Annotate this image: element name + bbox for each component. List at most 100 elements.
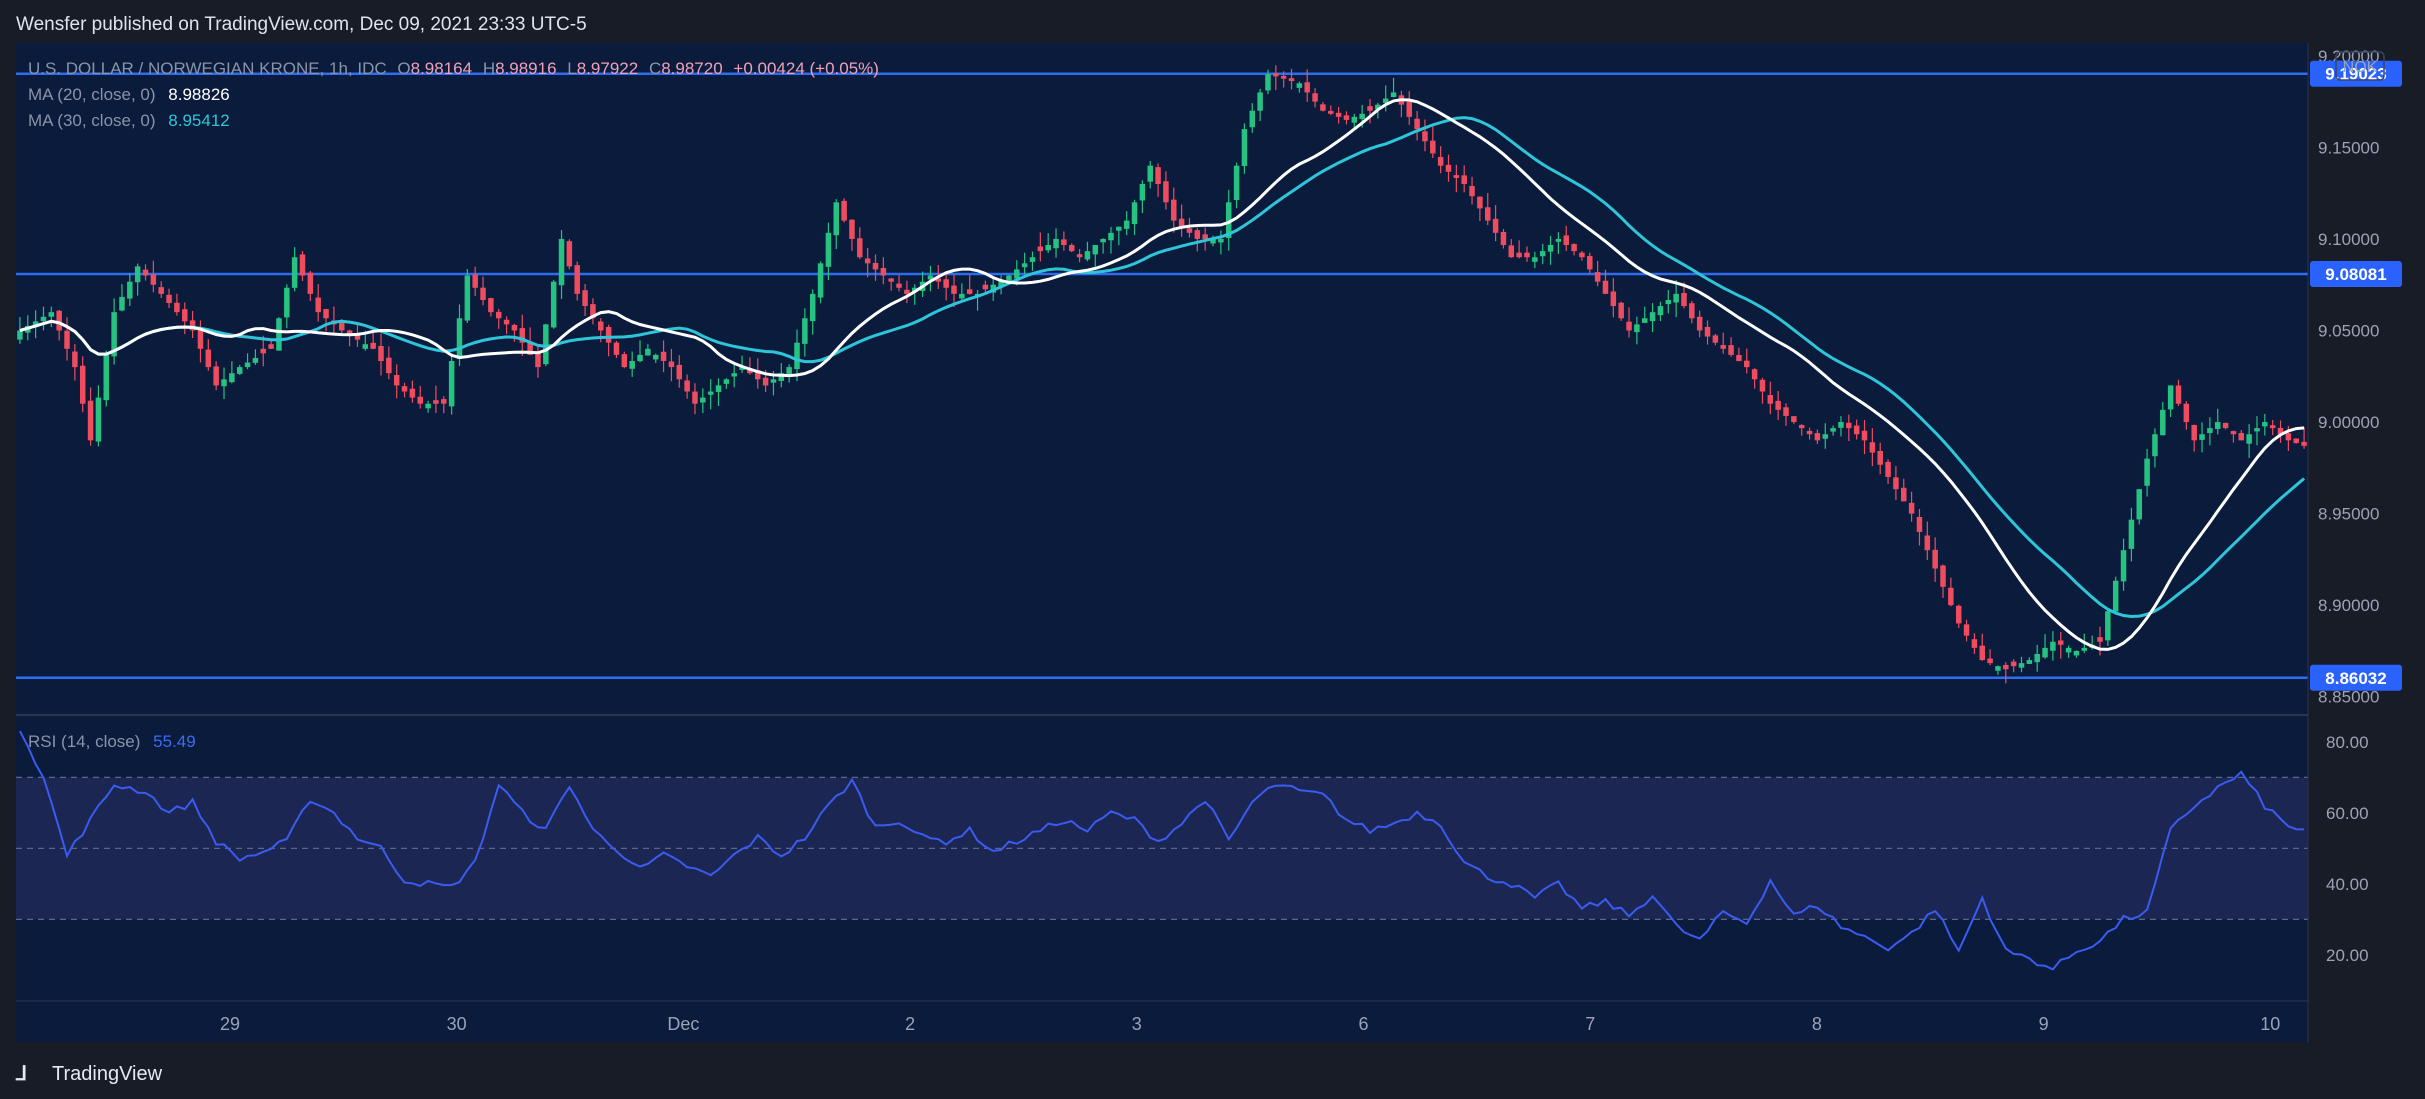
candle-body[interactable]	[1539, 251, 1546, 257]
candle-body[interactable]	[1634, 324, 1640, 333]
candle-body[interactable]	[1830, 428, 1836, 432]
candle-body[interactable]	[700, 397, 706, 403]
candle-body[interactable]	[40, 316, 47, 322]
candle-body[interactable]	[1775, 400, 1781, 410]
candle-body[interactable]	[2065, 647, 2072, 653]
candle-body[interactable]	[401, 386, 408, 392]
candle-body[interactable]	[2010, 661, 2017, 667]
candle-body[interactable]	[95, 397, 102, 442]
candle-body[interactable]	[692, 391, 698, 404]
candle-body[interactable]	[550, 281, 557, 328]
candle-body[interactable]	[119, 296, 125, 311]
candle-body[interactable]	[1979, 645, 1986, 661]
candle-body[interactable]	[943, 279, 949, 288]
candle-body[interactable]	[268, 344, 274, 349]
candle-body[interactable]	[1249, 110, 1256, 128]
candle-body[interactable]	[817, 263, 824, 298]
candle-body[interactable]	[543, 324, 549, 365]
candle-body[interactable]	[966, 289, 973, 294]
candle-body[interactable]	[2183, 403, 2190, 423]
candle-body[interactable]	[2199, 434, 2205, 440]
candle-body[interactable]	[825, 232, 832, 267]
candle-body[interactable]	[1367, 106, 1373, 111]
candle-body[interactable]	[1006, 275, 1012, 283]
candle-body[interactable]	[857, 238, 863, 258]
candle-body[interactable]	[338, 323, 345, 331]
candle-body[interactable]	[1869, 442, 1876, 453]
candle-body[interactable]	[17, 330, 23, 340]
candle-body[interactable]	[1029, 257, 1036, 262]
candle-body[interactable]	[1751, 369, 1758, 380]
candle-body[interactable]	[48, 312, 55, 317]
candle-body[interactable]	[527, 341, 533, 355]
candle-body[interactable]	[519, 328, 526, 343]
candle-body[interactable]	[1328, 110, 1334, 114]
candle-body[interactable]	[676, 364, 683, 380]
candle-body[interactable]	[1916, 516, 1923, 532]
candle-body[interactable]	[1469, 186, 1475, 197]
candle-body[interactable]	[1053, 238, 1059, 249]
candle-body[interactable]	[1594, 272, 1601, 282]
candle-body[interactable]	[762, 377, 769, 386]
candle-body[interactable]	[566, 241, 573, 267]
candle-body[interactable]	[1940, 565, 1946, 587]
candle-body[interactable]	[448, 360, 455, 407]
candle-body[interactable]	[1265, 74, 1271, 91]
candle-body[interactable]	[2026, 660, 2033, 664]
candle-body[interactable]	[1014, 269, 1020, 279]
candle-body[interactable]	[229, 373, 235, 383]
rsi-line[interactable]	[19, 730, 2305, 971]
candle-body[interactable]	[731, 373, 737, 377]
candle-body[interactable]	[284, 287, 290, 318]
candle-body[interactable]	[315, 297, 321, 313]
candle-body[interactable]	[613, 342, 620, 355]
candle-body[interactable]	[1665, 299, 1672, 305]
candle-body[interactable]	[276, 318, 282, 351]
candle-body[interactable]	[1846, 422, 1852, 429]
candle-body[interactable]	[880, 267, 887, 276]
candle-body[interactable]	[307, 272, 314, 294]
candle-body[interactable]	[1194, 230, 1201, 239]
candle-body[interactable]	[2167, 385, 2174, 410]
candle-body[interactable]	[590, 304, 596, 319]
candle-body[interactable]	[354, 333, 361, 340]
candle-body[interactable]	[684, 380, 690, 392]
ma30-line[interactable]	[19, 116, 2306, 619]
candle-body[interactable]	[1861, 430, 1868, 441]
candle-body[interactable]	[1877, 450, 1883, 465]
candle-body[interactable]	[409, 388, 416, 398]
candle-body[interactable]	[2081, 647, 2088, 651]
candle-body[interactable]	[1720, 344, 1726, 349]
candle-body[interactable]	[668, 361, 675, 368]
candle-body[interactable]	[2285, 433, 2292, 441]
candle-body[interactable]	[2112, 580, 2119, 612]
candle-body[interactable]	[1704, 326, 1711, 337]
candle-body[interactable]	[1516, 252, 1522, 258]
candle-body[interactable]	[495, 311, 502, 319]
candle-body[interactable]	[189, 320, 196, 331]
candle-body[interactable]	[142, 269, 149, 276]
candle-body[interactable]	[747, 369, 753, 374]
candle-body[interactable]	[1555, 238, 1562, 242]
candle-body[interactable]	[2238, 432, 2245, 441]
candle-body[interactable]	[652, 354, 659, 360]
candle-body[interactable]	[1641, 318, 1648, 323]
candle-body[interactable]	[1375, 104, 1381, 110]
candle-body[interactable]	[739, 367, 745, 370]
candle-body[interactable]	[1123, 220, 1130, 229]
candle-body[interactable]	[1225, 202, 1232, 238]
candle-body[interactable]	[1068, 245, 1075, 252]
candle-body[interactable]	[849, 219, 855, 239]
candle-body[interactable]	[2301, 441, 2307, 446]
candle-body[interactable]	[1932, 549, 1938, 569]
candle-body[interactable]	[134, 266, 141, 283]
candle-body[interactable]	[1492, 218, 1499, 233]
candle-body[interactable]	[1092, 245, 1099, 255]
candle-body[interactable]	[2018, 663, 2025, 668]
candle-body[interactable]	[1767, 395, 1774, 404]
rsi-axis[interactable]: 80.00 60.00 40.00 20.00	[2326, 733, 2369, 965]
candle-body[interactable]	[1822, 434, 1829, 439]
candle-body[interactable]	[2269, 425, 2276, 429]
candle-body[interactable]	[1288, 78, 1295, 81]
